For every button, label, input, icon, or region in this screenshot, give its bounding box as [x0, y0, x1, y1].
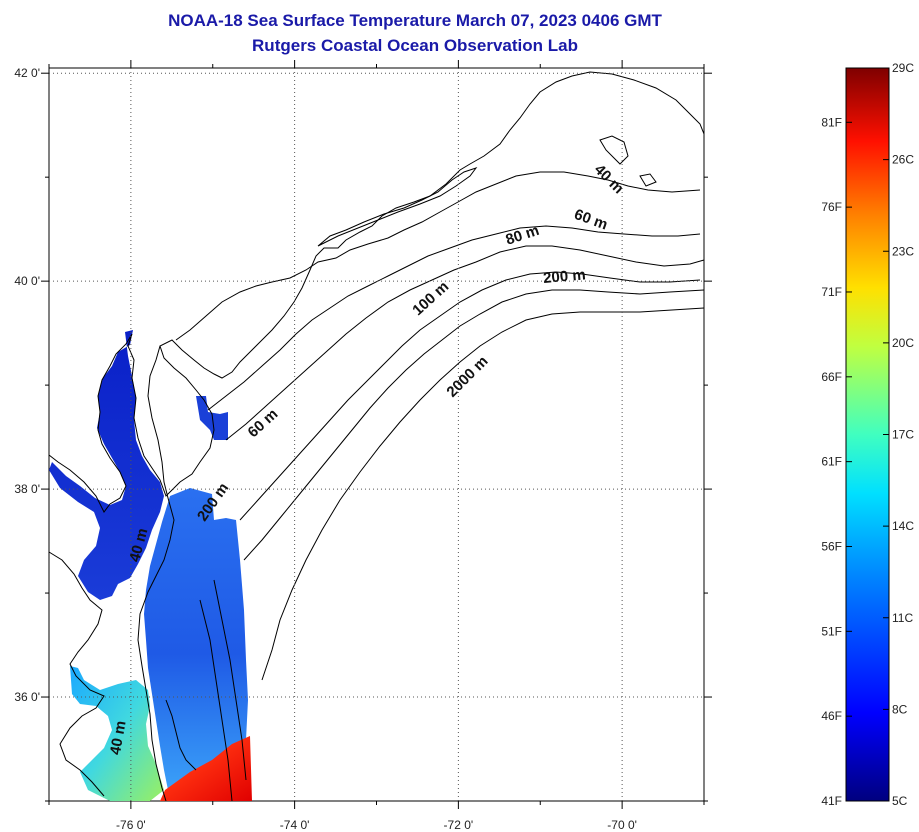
- contour-60m: [207, 225, 701, 411]
- map-subtitle: Rutgers Coastal Ocean Observation Lab: [252, 36, 578, 55]
- lon-tick-label: -70 0': [607, 818, 637, 832]
- sst-gulf-stream: [160, 736, 252, 801]
- fahrenheit-label: 81F: [821, 115, 842, 129]
- coastline-nantucket: [639, 173, 657, 187]
- coastline-nc: [48, 551, 105, 797]
- colorbar-scale: [845, 67, 890, 802]
- contour-200m: [243, 289, 705, 561]
- map-title: NOAA-18 Sea Surface Temperature March 07…: [168, 11, 662, 30]
- coastline-main: [48, 71, 705, 513]
- contour-2000m: [261, 307, 705, 681]
- lon-tick-label: -76 0': [116, 818, 146, 832]
- contour-40m: [175, 171, 701, 341]
- contour-inner-shelf-2: [213, 579, 247, 781]
- contour-inner-shelf: [199, 599, 233, 802]
- lat-tick-label: 36 0': [14, 690, 40, 704]
- celsius-label: 23C: [892, 244, 914, 258]
- coastline: [48, 71, 705, 802]
- fahrenheit-label: 61F: [821, 455, 842, 469]
- bathymetry-contours: [175, 171, 705, 802]
- coastline-cape-cod: [599, 135, 629, 165]
- celsius-label: 17C: [892, 428, 914, 442]
- fahrenheit-label: 56F: [821, 539, 842, 553]
- axis-ticks: 42 0' 40 0' 38 0' 36 0' -76 0' -74 0' -72 0' -7…: [14, 60, 712, 832]
- contour-label: 40 m: [107, 720, 130, 757]
- contour-100m: [239, 271, 701, 521]
- fahrenheit-label: 41F: [821, 794, 842, 808]
- celsius-label: 5C: [892, 794, 908, 808]
- lon-tick-label: -74 0': [280, 818, 310, 832]
- coastline-delmarva: [137, 345, 175, 802]
- celsius-label: 8C: [892, 702, 908, 716]
- coastline-outer-banks: [165, 699, 197, 771]
- celsius-label: 11C: [892, 611, 913, 625]
- lon-tick-label: -72 0': [444, 818, 474, 832]
- sst-chesapeake-bay: [49, 330, 164, 600]
- sst-pamlico-sound: [70, 666, 164, 801]
- sst-shelf: [144, 488, 248, 790]
- celsius-label: 26C: [892, 153, 914, 167]
- lat-tick-label: 38 0': [14, 482, 40, 496]
- coastline-long-island: [317, 167, 478, 247]
- fahrenheit-label: 51F: [821, 624, 842, 638]
- contour-80m: [225, 245, 705, 441]
- lat-tick-label: 40 0': [14, 274, 40, 288]
- sst-data-overlay: [49, 330, 252, 801]
- fahrenheit-label: 46F: [821, 709, 842, 723]
- colorbar-ticks: 29C 26C 23C 20C 17C 14C 11C 8C 5C 81F 76F 71F 66F 61F…: [821, 61, 914, 808]
- fahrenheit-label: 76F: [821, 200, 842, 214]
- fahrenheit-label: 66F: [821, 370, 842, 384]
- celsius-label: 20C: [892, 336, 914, 350]
- celsius-label: 14C: [892, 519, 914, 533]
- fahrenheit-label: 71F: [821, 285, 842, 299]
- lat-tick-label: 42 0': [14, 66, 40, 80]
- celsius-label: 29C: [892, 61, 914, 75]
- contour-label: 200 m: [542, 266, 586, 287]
